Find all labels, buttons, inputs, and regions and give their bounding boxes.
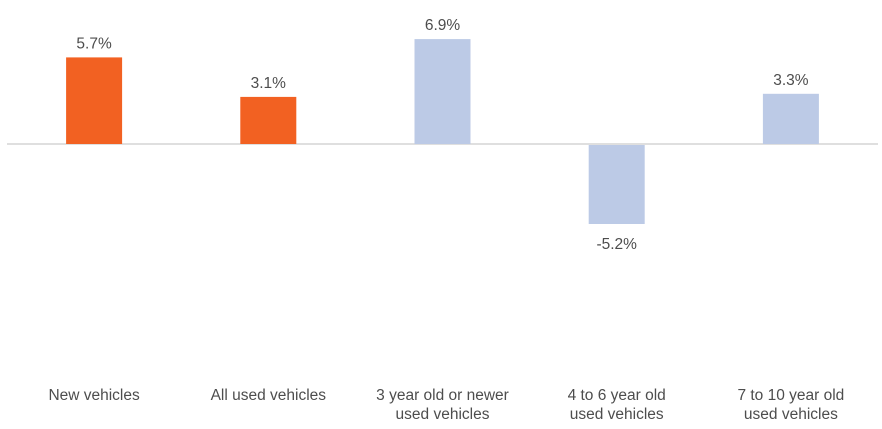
bar-3 (588, 145, 645, 224)
data-label-0: 5.7% (76, 35, 112, 52)
bar-1 (240, 96, 297, 144)
data-label-2: 6.9% (425, 17, 461, 34)
bar-4 (762, 93, 819, 144)
bar-0 (66, 57, 123, 144)
data-label-3: -5.2% (596, 236, 637, 253)
category-label-2: 3 year old or newer used vehicles (376, 387, 509, 423)
data-label-1: 3.1% (251, 75, 287, 92)
category-label-4: 7 to 10 year old used vehicles (737, 387, 845, 423)
category-label-3: 4 to 6 year old used vehicles (567, 387, 666, 423)
category-label-0: New vehicles (48, 387, 140, 404)
category-label-1: All used vehicles (210, 387, 327, 404)
data-label-4: 3.3% (773, 72, 809, 89)
bar-2 (414, 39, 471, 144)
